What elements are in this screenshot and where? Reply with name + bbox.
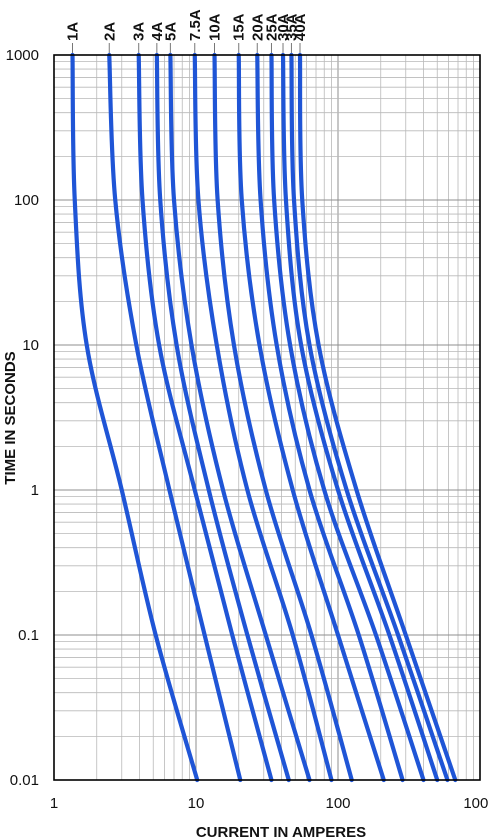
y-tick-label: 0.1	[18, 627, 39, 644]
y-axis-title: TIME IN SECONDS	[2, 351, 19, 484]
x-tick-label: 10	[188, 795, 205, 812]
series-label: 20A	[249, 13, 266, 41]
curve-1a	[70, 52, 200, 783]
curve-7-5a	[192, 52, 334, 783]
curve-5a	[168, 52, 312, 783]
x-tick-label: 1000	[463, 795, 489, 812]
series-label: 3A	[131, 22, 148, 41]
curve-3a	[136, 52, 274, 783]
series-label: 25A	[264, 13, 281, 41]
curve-15a	[236, 52, 386, 783]
y-tick-label: 1000	[6, 47, 39, 64]
series-label: 2A	[101, 22, 118, 41]
curve-group	[70, 52, 458, 783]
curve-10a	[212, 52, 354, 783]
curve-4a	[154, 52, 291, 783]
x-tick-label: 1	[50, 795, 58, 812]
y-tick-label: 10	[22, 337, 39, 354]
plot-frame	[53, 54, 481, 781]
curve-2a	[107, 52, 243, 783]
series-label: 1A	[65, 22, 82, 41]
curve-30a	[280, 52, 440, 783]
curve-35a	[289, 52, 450, 783]
series-label: 40A	[292, 13, 309, 41]
curve-20a	[255, 52, 405, 783]
y-tick-label: 1	[31, 482, 39, 499]
series-label: 5A	[162, 22, 179, 41]
curve-40a	[297, 52, 458, 783]
x-axis-title: CURRENT IN AMPERES	[196, 824, 366, 840]
y-tick-label: 0.01	[10, 772, 39, 789]
series-label: 10A	[207, 13, 224, 41]
series-label: 35A	[283, 13, 300, 41]
tick-label-group: 1 10 100 1000 1000 100 10 1 0.1 0.01	[6, 47, 489, 812]
series-label: 7.5A	[187, 9, 204, 41]
y-tick-label: 100	[14, 192, 39, 209]
curve-25a	[269, 52, 426, 783]
series-label: 4A	[149, 22, 166, 41]
series-label: 15A	[231, 13, 248, 41]
series-label: 30A	[275, 13, 292, 41]
x-tick-label: 100	[325, 795, 350, 812]
